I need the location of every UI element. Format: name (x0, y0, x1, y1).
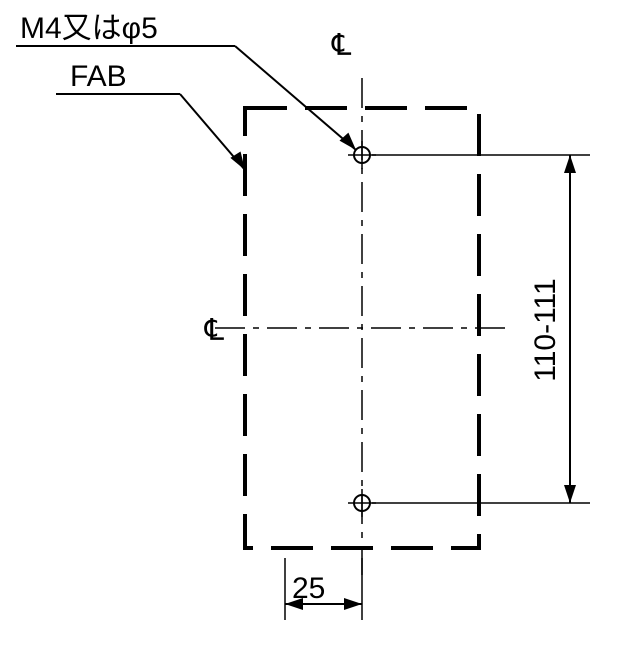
centerline-symbol-left: ℄ (204, 314, 225, 347)
dim-vert-value: 110-111 (529, 278, 562, 381)
callout-part-arrow (230, 152, 250, 174)
engineering-drawing: ℄ ℄ M4又はφ5 FAB 110-111 25 (0, 0, 640, 663)
callout-hole-arrow (339, 133, 360, 154)
dim-vert-arrow-bottom (564, 485, 576, 503)
dim-vert-arrow-top (564, 155, 576, 173)
dim-horiz-value: 25 (292, 572, 325, 605)
dim-horiz-arrow-right (344, 598, 362, 610)
centerline-symbol-top: ℄ (331, 29, 352, 62)
callout-part-label: FAB (70, 60, 127, 93)
callout-hole-label: M4又はφ5 (20, 12, 158, 45)
